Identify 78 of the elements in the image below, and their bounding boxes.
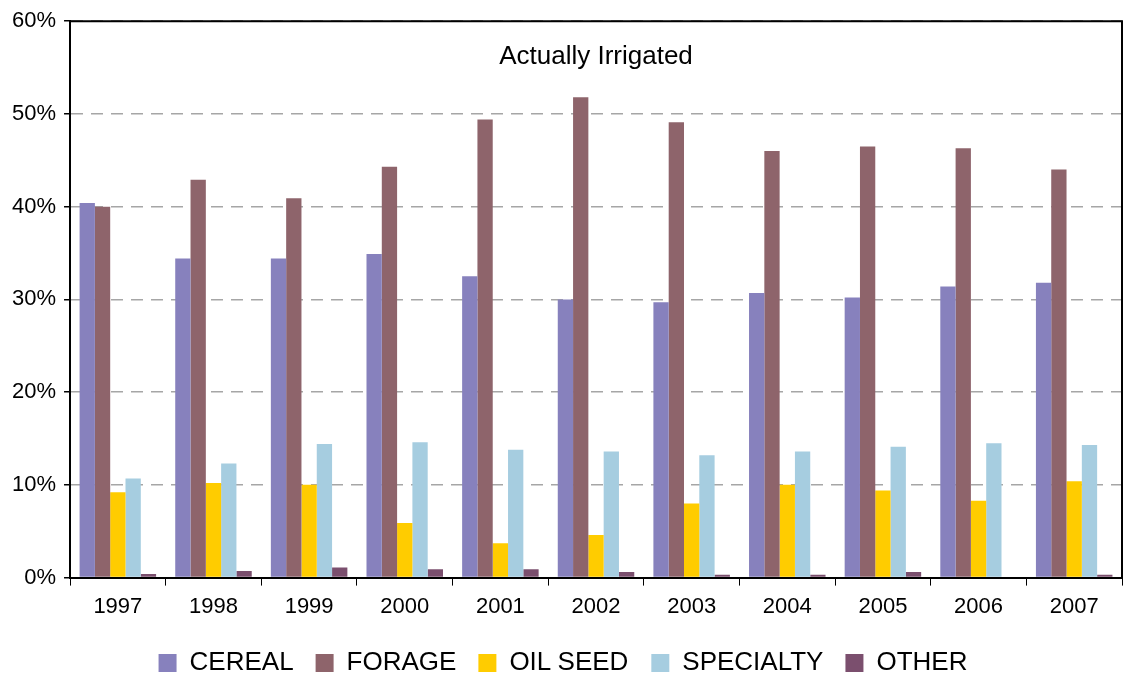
bar xyxy=(668,122,684,577)
legend-label: CEREAL xyxy=(189,646,294,677)
y-tick-label: 20% xyxy=(11,378,57,404)
bar xyxy=(714,574,730,577)
bar xyxy=(955,148,971,577)
bar xyxy=(986,443,1002,577)
bar xyxy=(492,543,509,577)
bar xyxy=(397,522,413,577)
bar xyxy=(1066,481,1082,577)
x-tick-label: 2007 xyxy=(1049,592,1099,618)
x-tick-label: 1998 xyxy=(189,592,238,618)
bar xyxy=(1051,169,1067,577)
bar xyxy=(140,573,157,577)
bar xyxy=(699,455,715,577)
text: Actually Irrigated xyxy=(499,40,693,71)
bar xyxy=(779,484,795,577)
bar xyxy=(588,534,604,577)
bar xyxy=(970,500,987,577)
bar xyxy=(618,572,635,577)
bar xyxy=(381,166,398,577)
legend-label: OIL SEED xyxy=(509,646,629,677)
bar xyxy=(794,451,811,577)
bar xyxy=(221,463,237,577)
bar xyxy=(573,97,589,577)
bar xyxy=(477,119,493,577)
bar xyxy=(301,484,317,577)
bar xyxy=(190,179,206,577)
x-tick-label: 1999 xyxy=(284,592,334,618)
bar xyxy=(236,571,252,577)
bar xyxy=(875,490,891,577)
x-tick-label: 2002 xyxy=(571,592,621,618)
bar xyxy=(603,451,619,577)
bar xyxy=(508,449,524,577)
x-tick-label: 2000 xyxy=(380,592,430,618)
legend-label: SPECIALTY xyxy=(682,646,824,677)
bar xyxy=(332,567,348,577)
y-tick-label: 0% xyxy=(24,563,57,589)
y-tick-label: 40% xyxy=(11,192,57,218)
bar xyxy=(940,286,956,577)
x-tick-label: 2001 xyxy=(475,592,525,618)
bar xyxy=(412,442,428,577)
bar xyxy=(810,574,826,577)
bar xyxy=(684,503,700,577)
bar xyxy=(94,206,111,577)
y-tick-label: 60% xyxy=(11,7,57,33)
bar xyxy=(1035,282,1052,577)
x-tick-label: 2004 xyxy=(762,592,812,618)
bar xyxy=(366,253,382,577)
bar xyxy=(427,569,443,577)
bar xyxy=(270,258,287,577)
x-tick-label: 2006 xyxy=(954,592,1004,618)
x-tick-label: 2005 xyxy=(858,592,908,618)
bar xyxy=(286,198,302,577)
y-tick-label: 50% xyxy=(11,100,57,125)
bar xyxy=(844,297,860,577)
bar xyxy=(79,202,95,577)
bar xyxy=(749,292,765,577)
bar xyxy=(890,446,906,577)
bar xyxy=(905,572,922,577)
bar xyxy=(316,444,333,577)
bar xyxy=(523,569,539,577)
legend-label: FORAGE xyxy=(346,646,457,677)
y-tick-label: 10% xyxy=(11,470,57,496)
bar xyxy=(764,151,780,577)
bar xyxy=(653,302,669,577)
bar xyxy=(110,492,126,577)
bar xyxy=(125,478,141,577)
bar xyxy=(557,299,574,577)
x-tick-label: 2003 xyxy=(667,592,717,618)
bar xyxy=(859,146,876,577)
x-tick-label: 1997 xyxy=(93,592,143,618)
bar xyxy=(1081,444,1098,577)
bar xyxy=(175,258,191,577)
bar xyxy=(462,276,478,577)
legend-label: OTHER xyxy=(876,646,968,677)
y-tick-label: 30% xyxy=(11,285,57,311)
bar xyxy=(205,483,222,577)
bar xyxy=(1097,574,1113,577)
